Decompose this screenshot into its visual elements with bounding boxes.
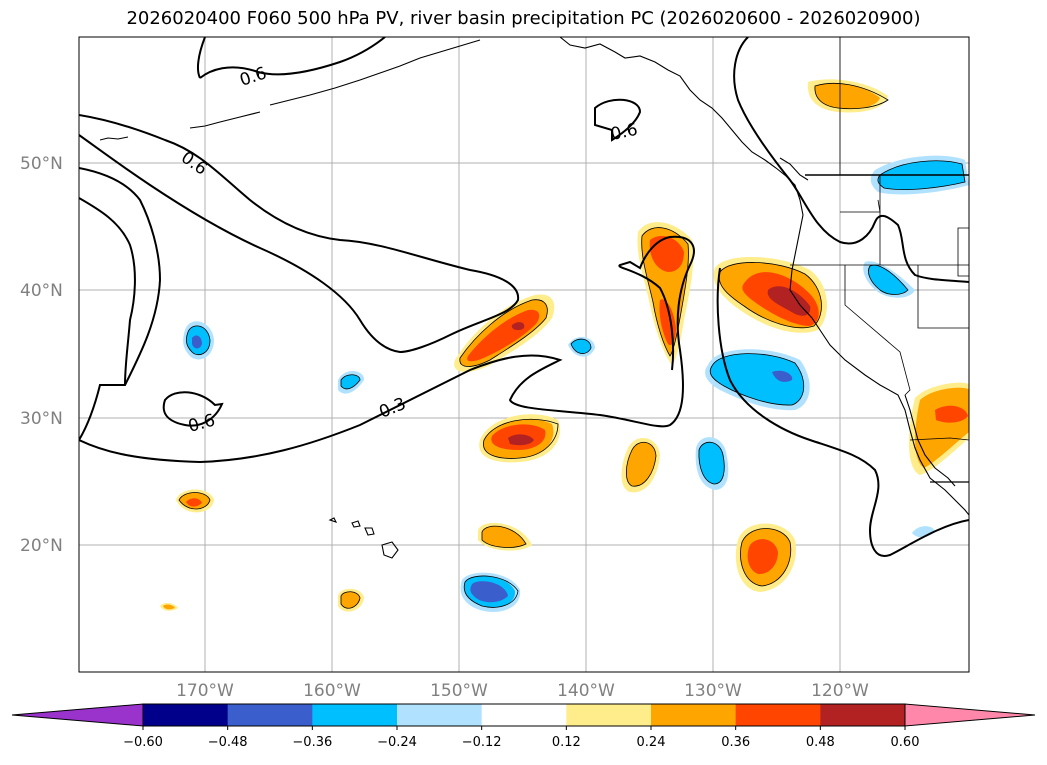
- precip-blob-subtropical-center: [479, 414, 561, 463]
- pv-contour-0.6-inner: [79, 197, 136, 386]
- lat-label: 50°N: [20, 154, 63, 174]
- colorbar-segment: [397, 704, 483, 726]
- map-title: 2026020400 F060 500 hPa PV, river basin …: [126, 8, 921, 29]
- pv-contour-0.6-closed: [162, 391, 224, 427]
- us-west-coast: [789, 214, 969, 516]
- lon-label: 160°W: [303, 681, 361, 701]
- lon-labels: 170°W 160°W 150°W 140°W 130°W 120°W: [176, 681, 869, 701]
- alaska-bc-coast: [559, 37, 804, 216]
- colorbar-tick-label: 0.60: [891, 735, 920, 750]
- colorbar-segment: [651, 704, 737, 726]
- precip-blob-tiny-west: [160, 602, 178, 611]
- pv-contour-0.6-west: [79, 114, 520, 354]
- lon-label: 130°W: [684, 681, 742, 701]
- colorbar-segment: [481, 704, 567, 726]
- colorbar-tick-label: 0.12: [552, 735, 581, 750]
- colorbar-tick-label: 0.36: [721, 735, 750, 750]
- colorbar-segment: [566, 704, 652, 726]
- pv-contour-0.3-southeast: [716, 267, 969, 557]
- lon-label: 120°W: [811, 681, 869, 701]
- us-mexico-border: [909, 437, 969, 441]
- hawaii-oahu: [351, 520, 361, 528]
- hawaii-maui: [364, 527, 375, 536]
- pv-contour-0.6-bering-2: [196, 37, 206, 79]
- map-content: 0.6 0.6 0.6 0.6 0.3: [79, 37, 969, 672]
- precip-blob-mid-pacific-band: [454, 294, 555, 372]
- colorbar-tick-label: 0.24: [637, 735, 666, 750]
- pv-contour-0.6-dateline: [79, 167, 162, 441]
- colorbar-extension-max: [904, 703, 1036, 727]
- precip-blob-blue-south: [460, 572, 521, 612]
- colorbar-tick-label: −0.24: [377, 735, 417, 750]
- colorbar-tick-label: 0.48: [806, 735, 835, 750]
- colorbar-segment: [312, 704, 398, 726]
- lat-label: 20°N: [20, 536, 63, 556]
- hawaii-kauai: [328, 517, 338, 523]
- aleutian-islands: [189, 111, 261, 129]
- precip-blob-blue-offshore: [705, 349, 810, 411]
- precip-blob-northern-california: [713, 256, 828, 333]
- map-border: [78, 36, 970, 673]
- pv-contour-0.3-east: [733, 37, 969, 283]
- lat-labels: 50°N 40°N 30°N 20°N: [20, 154, 63, 556]
- precip-blob-hawaii-north: [478, 522, 532, 551]
- pv-contour-0.3: [79, 235, 695, 464]
- lon-label: 170°W: [176, 681, 234, 701]
- aleutian-islands-west: [99, 136, 129, 141]
- vancouver-island: [779, 157, 809, 181]
- pv-contour-0.6-north: [594, 98, 642, 142]
- pv-contours: [79, 37, 969, 557]
- precip-fields: [160, 79, 969, 612]
- california-nevada-border: [844, 265, 911, 396]
- lon-label: 140°W: [557, 681, 615, 701]
- coastlines: [99, 37, 969, 559]
- pv-contour-0.6-bering: [199, 37, 386, 79]
- precip-blob-northern-bc: [807, 79, 888, 113]
- colorbar-tick-label: −0.48: [208, 735, 248, 750]
- colorbar-segment: [227, 704, 313, 726]
- lat-label: 40°N: [20, 281, 63, 301]
- colorbar-tick-label: −0.60: [123, 735, 163, 750]
- lat-label: 30°N: [20, 409, 63, 429]
- colorbar: −0.60 −0.48 −0.36 −0.24 −0.12 0.12 0.24 0.36 0.4…: [11, 703, 1036, 750]
- baja-peninsula: [904, 394, 956, 487]
- alaska-peninsula: [269, 39, 481, 106]
- map-background: [79, 37, 969, 672]
- precip-outlines: [178, 83, 966, 609]
- precip-blob-idaho: [863, 261, 915, 298]
- lon-label: 150°W: [430, 681, 488, 701]
- colorbar-segment: [820, 704, 906, 726]
- colorbar-segment: [143, 704, 229, 726]
- colorbar-extension-min: [11, 703, 144, 727]
- hawaii-big-island: [381, 541, 399, 559]
- colorbar-tick-label: −0.12: [462, 735, 502, 750]
- montana-border: [957, 227, 969, 277]
- precip-blob-tropical-east: [735, 523, 796, 592]
- colorbar-tick-label: −0.36: [292, 735, 332, 750]
- precip-blob-blue-30n-130w: [695, 437, 729, 490]
- colorbar-outline: [142, 703, 906, 727]
- nevada-border: [917, 265, 969, 329]
- colorbar-segment: [735, 704, 821, 726]
